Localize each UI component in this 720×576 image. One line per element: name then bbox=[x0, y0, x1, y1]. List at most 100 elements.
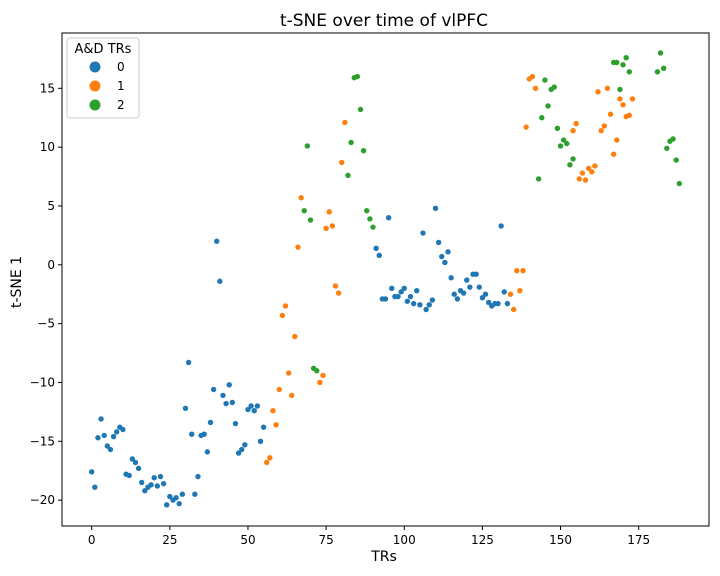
data-point bbox=[570, 127, 576, 134]
data-point bbox=[114, 429, 120, 435]
series-1 bbox=[264, 73, 636, 466]
data-point bbox=[167, 493, 173, 500]
data-point bbox=[254, 403, 261, 409]
data-point bbox=[567, 162, 573, 168]
y-tick-label: −20 bbox=[30, 493, 55, 507]
data-point bbox=[539, 115, 545, 121]
legend-label: 0 bbox=[117, 60, 125, 74]
data-point bbox=[242, 442, 248, 448]
plot-frame bbox=[61, 32, 710, 527]
data-point bbox=[279, 312, 286, 319]
data-point bbox=[332, 283, 339, 289]
x-tick-label: 175 bbox=[627, 533, 650, 547]
data-point bbox=[582, 177, 589, 183]
data-point bbox=[654, 69, 661, 75]
data-point bbox=[173, 495, 179, 501]
data-point bbox=[532, 85, 539, 92]
data-point bbox=[289, 392, 295, 399]
data-points bbox=[88, 50, 683, 508]
data-point bbox=[273, 422, 279, 428]
data-point bbox=[176, 500, 182, 507]
data-point bbox=[295, 244, 301, 250]
data-point bbox=[189, 431, 195, 437]
data-point bbox=[620, 62, 626, 68]
data-point bbox=[95, 435, 101, 441]
legend: A&D TRs 0 1 2 bbox=[66, 37, 140, 119]
data-point bbox=[610, 151, 617, 157]
data-point bbox=[604, 85, 611, 92]
data-point bbox=[592, 163, 598, 169]
data-point bbox=[617, 86, 623, 93]
data-point bbox=[507, 291, 514, 297]
y-tick-label: 5 bbox=[47, 199, 55, 213]
data-point bbox=[398, 289, 404, 295]
data-point bbox=[260, 424, 267, 430]
data-point bbox=[223, 400, 229, 407]
data-point bbox=[139, 479, 145, 486]
data-point bbox=[185, 359, 192, 366]
data-point bbox=[320, 372, 326, 379]
data-point bbox=[623, 55, 629, 61]
data-point bbox=[314, 367, 320, 374]
data-point bbox=[385, 215, 392, 221]
data-point bbox=[164, 502, 170, 508]
data-point bbox=[570, 156, 576, 162]
data-point bbox=[245, 406, 251, 413]
y-tick-label: −5 bbox=[37, 317, 55, 331]
data-point bbox=[335, 290, 342, 296]
data-point bbox=[620, 102, 626, 108]
data-point bbox=[101, 432, 107, 439]
data-point bbox=[129, 456, 136, 462]
y-axis-ticks: −20 −15 −10 −5 0 5 10 15 bbox=[30, 81, 62, 507]
data-point bbox=[517, 287, 523, 294]
data-point bbox=[217, 278, 223, 284]
data-point bbox=[354, 73, 361, 80]
data-point bbox=[317, 379, 323, 386]
data-point bbox=[414, 287, 420, 294]
data-point bbox=[564, 140, 570, 147]
data-point bbox=[357, 106, 364, 113]
data-point bbox=[248, 403, 254, 409]
data-point bbox=[601, 123, 607, 129]
data-point bbox=[239, 446, 245, 453]
data-point bbox=[107, 446, 114, 453]
data-point bbox=[348, 139, 354, 146]
data-point bbox=[598, 127, 604, 134]
data-point bbox=[473, 271, 479, 277]
data-point bbox=[485, 299, 492, 306]
data-point bbox=[520, 267, 526, 274]
data-point bbox=[98, 416, 104, 422]
data-point bbox=[220, 392, 226, 399]
data-point bbox=[514, 267, 520, 274]
data-point bbox=[92, 484, 98, 490]
data-point bbox=[501, 289, 507, 295]
data-point bbox=[151, 475, 157, 481]
data-point bbox=[285, 370, 292, 376]
data-point bbox=[451, 291, 457, 297]
data-point bbox=[126, 472, 132, 479]
data-point bbox=[298, 195, 304, 201]
data-point bbox=[120, 426, 126, 433]
data-point bbox=[460, 290, 467, 296]
data-point bbox=[442, 259, 448, 266]
data-point bbox=[529, 73, 536, 80]
x-tick-label: 0 bbox=[88, 533, 96, 547]
data-point bbox=[142, 488, 148, 494]
data-point bbox=[88, 469, 95, 475]
data-point bbox=[257, 438, 264, 444]
data-point bbox=[557, 143, 564, 149]
data-point bbox=[554, 125, 561, 132]
data-point bbox=[595, 89, 601, 95]
data-point bbox=[264, 459, 270, 466]
data-point bbox=[464, 277, 470, 283]
data-point bbox=[292, 333, 298, 340]
data-point bbox=[345, 172, 351, 179]
data-point bbox=[373, 245, 379, 252]
data-point bbox=[607, 111, 614, 117]
data-point bbox=[664, 145, 670, 152]
legend-marker bbox=[89, 80, 101, 92]
data-point bbox=[482, 291, 489, 297]
data-point bbox=[148, 482, 154, 488]
data-point bbox=[401, 285, 407, 292]
data-point bbox=[267, 455, 273, 461]
